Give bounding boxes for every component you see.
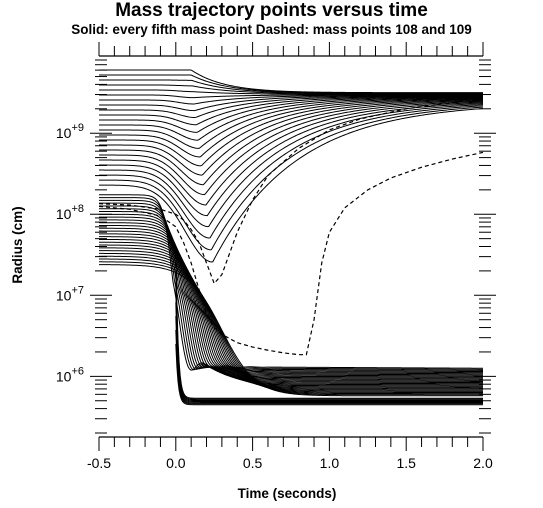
plot-lines: [99, 69, 483, 406]
y-tick-label: 10+9: [56, 122, 84, 141]
trajectory-core-4: [175, 288, 483, 402]
trajectory-core-8: [175, 343, 483, 406]
trajectory-outer-14: [99, 98, 483, 158]
y-tick-label: 10+7: [56, 284, 84, 303]
trajectory-inner-20: [99, 247, 483, 390]
trajectory-outer-16: [99, 99, 483, 176]
trajectory-inner-16: [99, 236, 483, 386]
trajectory-core-6: [175, 316, 483, 404]
trajectory-inner-4: [99, 202, 483, 373]
trajectory-inner-19: [99, 244, 483, 389]
y-axis-label: Radius (cm): [10, 206, 25, 283]
trajectory-core-1: [175, 246, 483, 399]
trajectory-inner-23: [99, 255, 483, 393]
trajectory-inner-13: [99, 227, 483, 382]
trajectory-outer-23: [99, 106, 483, 251]
trajectory-inner-25: [99, 261, 483, 396]
y-axis-ticks: 10+6 10+7 10+8 10+9: [56, 59, 496, 434]
trajectory-core-3: [175, 274, 483, 401]
x-tick-label: 2.0: [473, 455, 493, 471]
x-tick-label: 1.5: [396, 455, 416, 471]
y-tick-label: 10+8: [56, 203, 84, 222]
trajectory-outer-9: [99, 95, 483, 119]
trajectory-inner-22: [99, 252, 483, 392]
trajectory-inner-21: [99, 250, 483, 391]
plot-frame: [99, 55, 483, 438]
trajectory-inner-17: [99, 238, 483, 387]
trajectory-outer-12: [99, 97, 483, 141]
trajectory-outer-8: [99, 95, 483, 112]
trajectory-outer-18: [99, 101, 483, 196]
trajectory-core-2: [175, 260, 483, 400]
trajectory-outer-22: [99, 105, 483, 239]
trajectory-inner-9: [99, 216, 483, 378]
trajectory-outer-11: [99, 96, 483, 133]
trajectory-outer-15: [99, 98, 483, 167]
trajectory-outer-24: [99, 108, 483, 263]
y-tick-label: 10+6: [56, 365, 84, 384]
x-axis-ticks: -0.5 0.0 0.5 1.0 1.5 2.0: [87, 42, 493, 471]
trajectory-outer-19: [99, 102, 483, 206]
trajectory-inner-8: [99, 213, 483, 377]
trajectory-inner-12: [99, 224, 483, 381]
trajectory-inner-10: [99, 219, 483, 379]
trajectory-outer-13: [99, 97, 483, 149]
trajectory-inner-14: [99, 230, 483, 384]
trajectory-inner-3: [99, 199, 483, 372]
x-tick-label: 0.5: [243, 455, 263, 471]
trajectory-outer-7: [99, 94, 483, 105]
x-tick-label: 1.0: [320, 455, 340, 471]
dashed-mass-point-2: [99, 97, 483, 285]
trajectory-core-5: [175, 302, 483, 403]
x-tick-label: -0.5: [87, 455, 111, 471]
chart-subtitle: Solid: every fifth mass point Dashed: ma…: [71, 22, 472, 37]
trajectory-inner-11: [99, 222, 483, 380]
x-axis-label: Time (seconds): [238, 486, 337, 501]
x-tick-label: 0.0: [166, 455, 186, 471]
trajectory-outer-10: [99, 96, 483, 126]
trajectory-inner-7: [99, 211, 483, 376]
trajectory-inner-24: [99, 258, 483, 395]
trajectory-inner-5: [99, 205, 483, 374]
dashed-mass-point-1: [99, 151, 483, 356]
trajectory-inner-18: [99, 241, 483, 388]
trajectory-inner-15: [99, 233, 483, 385]
trajectory-outer-1: [99, 69, 483, 94]
trajectory-inner-6: [99, 208, 483, 375]
trajectory-inner-26: [99, 264, 483, 397]
trajectory-outer-21: [99, 104, 483, 228]
trajectory-core-7: [175, 330, 483, 405]
chart-title: Mass trajectory points versus time: [115, 0, 428, 21]
trajectory-outer-17: [99, 100, 483, 186]
